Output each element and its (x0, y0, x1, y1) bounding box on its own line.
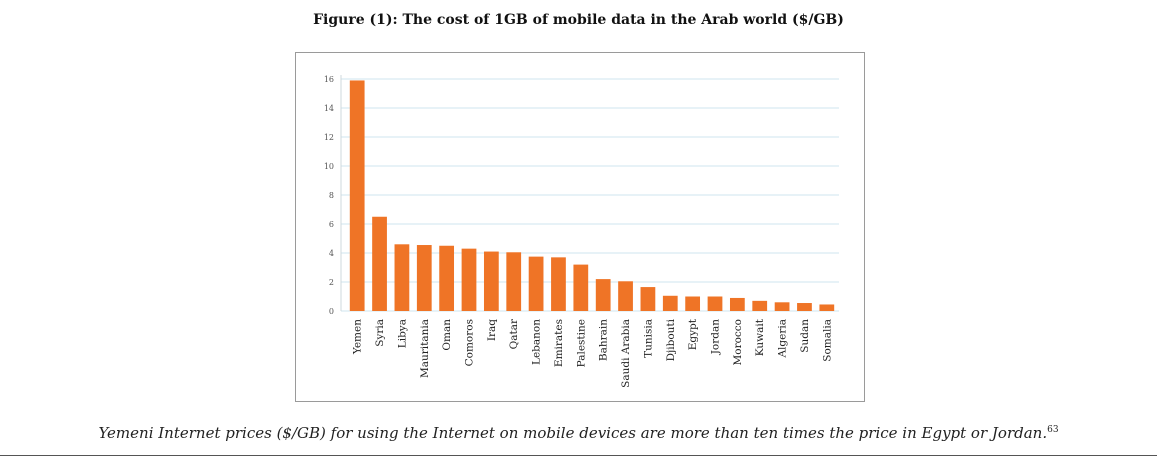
y-tick-label: 16 (324, 75, 334, 84)
bar (797, 303, 812, 311)
x-tick-label: Morocco (732, 319, 744, 366)
x-tick-label: Syria (374, 319, 386, 347)
x-tick-label: Sudan (799, 319, 811, 353)
y-tick-label: 12 (324, 133, 334, 142)
y-tick-label: 14 (324, 104, 334, 113)
footnote-marker: 63 (1047, 425, 1059, 435)
bar (551, 257, 566, 311)
y-tick-label: 0 (329, 307, 334, 316)
figure-caption: Yemeni Internet prices ($/GB) for using … (0, 424, 1157, 442)
x-tick-label: Kuwait (754, 318, 766, 356)
bar (573, 264, 589, 311)
x-tick-label: Saudi Arabia (620, 319, 632, 388)
x-tick-label: Lebanon (531, 319, 543, 365)
bar (394, 244, 410, 311)
x-tick-label: Jordan (710, 319, 722, 356)
bar (685, 296, 701, 311)
x-tick-label: Djibouti (665, 318, 677, 361)
bar (595, 279, 611, 311)
x-tick-label: Qatar (508, 318, 520, 349)
bar (439, 245, 455, 311)
caption-text: Yemeni Internet prices ($/GB) for using … (98, 424, 1048, 442)
bar (707, 296, 723, 311)
y-tick-label: 6 (329, 220, 334, 229)
x-tick-label: Somalia (821, 319, 833, 362)
bar (372, 216, 387, 311)
x-tick-label: Tunisia (642, 319, 654, 358)
x-tick-label: Mauritania (419, 319, 431, 378)
x-tick-label: Egypt (687, 318, 699, 350)
y-tick-label: 2 (329, 278, 334, 287)
bar (662, 295, 678, 311)
x-tick-label: Iraq (486, 319, 498, 341)
x-tick-label: Oman (441, 319, 453, 351)
x-tick-label: Comoros (464, 319, 476, 366)
chart-frame: 0 2 4 6 8 10 12 14 16 Yemen Syria Libya Mauritania Om… (295, 52, 865, 402)
bar (506, 252, 522, 311)
bar (819, 304, 835, 311)
x-tick-label: Palestine (575, 319, 587, 367)
x-tick-label: Libya (396, 319, 408, 348)
y-tick-label: 4 (329, 249, 334, 258)
bottom-divider (0, 455, 1157, 456)
bar-chart: 0 2 4 6 8 10 12 14 16 Yemen Syria Libya Mauritania Om… (324, 75, 839, 388)
y-tick-label: 10 (324, 162, 334, 171)
bar (618, 281, 633, 311)
bar (640, 287, 656, 311)
bar (461, 248, 477, 311)
x-tick-label: Yemen (352, 319, 364, 355)
x-tick-label: Algeria (777, 319, 789, 359)
bar (752, 300, 768, 311)
bar (528, 256, 544, 311)
figure-title: Figure (1): The cost of 1GB of mobile da… (313, 12, 844, 28)
x-tick-label: Bahrain (598, 319, 610, 361)
x-tick-label: Emirates (553, 319, 565, 367)
bar (416, 245, 432, 311)
bar (483, 251, 499, 311)
bar (349, 80, 365, 311)
bar (774, 302, 790, 311)
y-tick-label: 8 (329, 191, 334, 200)
bar (729, 297, 745, 311)
